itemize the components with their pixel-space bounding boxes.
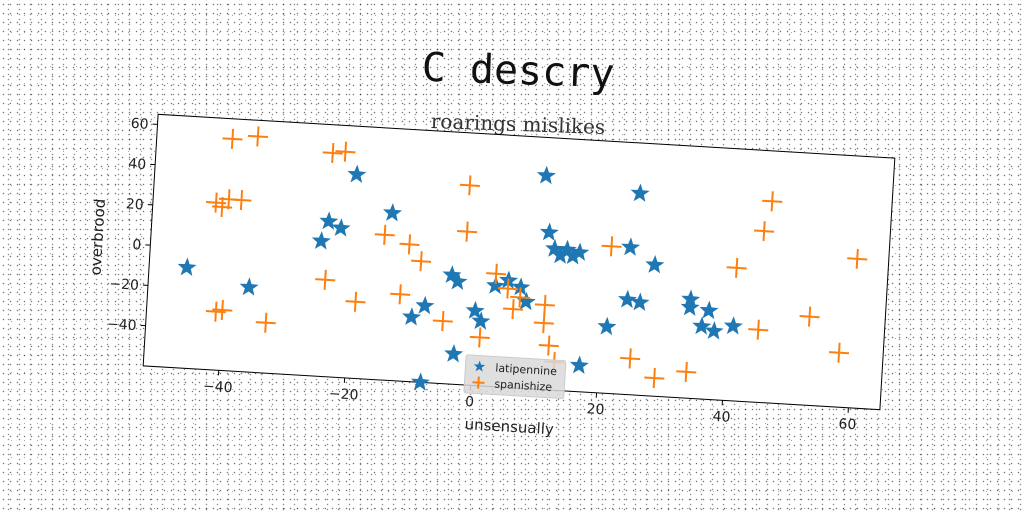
data-point-star [415, 295, 435, 315]
data-point-star [680, 297, 700, 316]
data-point-star [239, 277, 259, 296]
data-point-plus [322, 142, 343, 164]
data-point-star [630, 292, 650, 311]
data-point-star [319, 211, 339, 230]
data-point-plus [497, 278, 518, 299]
legend-box [463, 354, 567, 400]
data-point-star [465, 300, 485, 320]
x-tick-label: 20 [586, 401, 605, 418]
data-point-plus [411, 251, 432, 272]
data-point-star [331, 218, 351, 237]
legend-marker-spanishize [472, 376, 485, 389]
y-axis: −40 −20 0 20 40 60 [107, 116, 158, 334]
data-point-plus [315, 269, 336, 290]
data-point-plus [374, 224, 395, 245]
data-point-star [410, 372, 430, 391]
data-point-star [597, 316, 617, 336]
data-point-plus [486, 263, 507, 284]
data-point-plus [828, 342, 850, 363]
data-point-plus [390, 284, 411, 305]
data-point-star [448, 271, 468, 291]
data-point-plus [533, 313, 554, 334]
data-point-star [545, 238, 565, 258]
data-point-star [402, 307, 422, 326]
plot-area: −40 −20 0 20 40 60 −40 −20 0 20 40 60 latipennine … [86, 113, 896, 438]
data-point-star [723, 316, 743, 335]
data-point-plus [335, 141, 356, 162]
data-point-star [442, 265, 462, 284]
data-point-plus [457, 221, 478, 242]
data-point-star [539, 222, 559, 241]
data-point-star [383, 203, 403, 222]
data-point-star [704, 321, 724, 340]
legend-label-latipennine: latipennine [495, 362, 558, 379]
data-point-star [311, 231, 331, 250]
data-point-star [511, 277, 531, 296]
data-point-plus [205, 301, 226, 322]
data-point-plus [799, 306, 820, 327]
x-tick-label: 40 [712, 409, 731, 426]
data-point-plus [620, 348, 641, 369]
data-point-star [516, 291, 536, 311]
data-point-plus [726, 257, 747, 278]
data-point-star [563, 246, 583, 265]
data-point-plus [644, 368, 665, 389]
data-point-star [621, 237, 641, 256]
data-point-plus [601, 236, 622, 257]
data-point-star [347, 164, 367, 184]
x-tick-label: −40 [203, 378, 233, 396]
legend-symbol [472, 376, 485, 389]
data-point-plus [676, 361, 697, 382]
legend-symbol [473, 360, 486, 372]
y-tick-label: −40 [107, 316, 137, 334]
y-tick-label: 60 [130, 116, 149, 133]
data-point-plus [847, 248, 868, 269]
data-point-plus [748, 319, 769, 340]
data-point-plus [510, 287, 531, 308]
data-point-plus [231, 190, 252, 211]
data-point-plus [538, 335, 559, 356]
data-point-star [630, 183, 650, 202]
y-tick-label: 20 [125, 196, 144, 213]
data-point-plus [762, 191, 783, 212]
x-tick-label: 0 [465, 394, 475, 411]
data-point-star [618, 289, 638, 309]
data-point-plus [432, 311, 453, 332]
data-point-star [692, 316, 712, 335]
data-point-plus [503, 299, 524, 320]
legend-label-spanishize: spanishize [494, 378, 553, 394]
data-point-plus [469, 327, 490, 348]
y-tick-label: 40 [128, 156, 147, 173]
data-point-star [536, 165, 556, 185]
data-point-plus [534, 294, 555, 315]
x-tick-label: 60 [838, 416, 857, 433]
chart-title: C descry [421, 45, 615, 98]
y-tick-label: −20 [109, 276, 139, 294]
data-point-plus [459, 175, 480, 196]
data-point-star [570, 242, 590, 261]
legend-marker-latipennine [473, 360, 486, 372]
data-point-star [444, 344, 464, 363]
x-tick-label: −20 [328, 386, 358, 404]
x-axis-label: unsensually [464, 415, 554, 438]
data-point-plus [399, 234, 420, 255]
legend: latipennine spanishize [463, 354, 567, 400]
y-axis-label: overbrood [86, 198, 109, 276]
data-point-plus [222, 128, 243, 149]
data-point-plus [754, 221, 775, 242]
y-tick-label: 0 [132, 237, 142, 254]
data-point-star [551, 245, 571, 264]
data-point-star [486, 275, 506, 295]
data-point-plus [255, 312, 276, 333]
data-point-plus [247, 126, 268, 147]
data-point-star [699, 300, 719, 320]
data-point-star [569, 355, 589, 374]
data-point-star [177, 257, 197, 276]
data-point-star [471, 311, 491, 330]
data-point-star [557, 239, 577, 259]
data-point-plus [345, 291, 366, 312]
data-point-star [645, 255, 665, 274]
x-axis: −40 −20 0 20 40 60 [203, 370, 857, 433]
